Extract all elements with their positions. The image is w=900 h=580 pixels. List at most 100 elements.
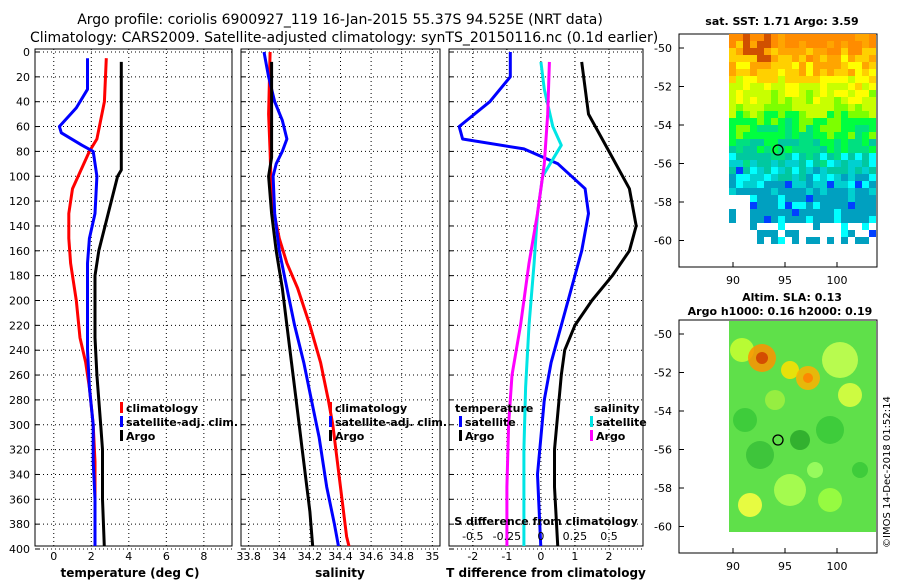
difference-x-tick-label: -1 [501,550,512,563]
sst-cell [813,34,820,41]
sst-cell [764,174,771,181]
sst-cell [736,188,743,195]
sst-cell [778,69,785,76]
sst-cell [855,188,862,195]
sst-cell [813,167,820,174]
sst-cell [764,132,771,139]
sst-cell [778,34,785,41]
sst-cell [841,62,848,69]
sst-cell [848,216,855,223]
depth-tick-labels: 0 20 40 60 80 100 120 140 160 180 200 220 240 260 280 3… [9,46,30,556]
sst-cell [757,62,764,69]
sst-cell [792,153,799,160]
sst-cell [792,48,799,55]
sst-cell [806,202,813,209]
sst-cell [792,97,799,104]
sst-cell [827,181,834,188]
sst-cell [750,97,757,104]
sst-cell [820,153,827,160]
sst-cell [855,97,862,104]
sst-cell [862,55,869,62]
sst-cell [750,76,757,83]
depth-tick-label: 360 [9,493,30,506]
sst-cell [785,216,792,223]
sst-cell [834,174,841,181]
sla-anomaly-blob [756,352,768,364]
sst-cell [771,48,778,55]
sst-cell [813,139,820,146]
sst-cell [827,209,834,216]
sst-cell [799,195,806,202]
sst-cell [729,216,736,223]
sst-cell [827,90,834,97]
sst-cell [806,209,813,216]
salinity-axis-label: salinity [315,566,365,580]
sst-cell [743,167,750,174]
sst-cell [743,174,750,181]
map-lat-tick-label: -60 [654,521,672,534]
sst-cell [820,174,827,181]
sst-cell [813,132,820,139]
sst-cell [778,83,785,90]
sst-cell [771,216,778,223]
sst-cell [862,76,869,83]
depth-tick-label: 380 [9,518,30,531]
sst-cell [771,139,778,146]
map-lon-tick-label: 95 [778,560,792,573]
sst-cell [834,160,841,167]
sst-cell [750,132,757,139]
sst-cell [862,90,869,97]
sst-cell [827,118,834,125]
sst-cell [848,90,855,97]
sst-cell [813,188,820,195]
sst-cell [855,202,862,209]
sst-cell [855,181,862,188]
sst-cell [848,34,855,41]
sst-cell [806,195,813,202]
sla-anomaly-blob [807,462,823,478]
sst-cell [869,97,876,104]
sst-cell [757,167,764,174]
sst-cell [778,41,785,48]
sst-cell [764,202,771,209]
sst-cell [848,76,855,83]
sst-cell [820,34,827,41]
sst-cell [834,48,841,55]
legend-label-satellite: satellite-adj. clim. [335,416,447,429]
sst-cell [771,97,778,104]
sst-cell [757,118,764,125]
depth-tick-label: 400 [9,543,30,556]
sst-cell [869,230,876,237]
sst-cell [848,146,855,153]
difference-line-t-satellite [457,52,590,546]
sst-cell [813,237,820,244]
sst-cell [869,104,876,111]
sst-cell [855,76,862,83]
sst-cell [750,69,757,76]
sst-cell [743,90,750,97]
sst-cell [778,202,785,209]
sst-cell [848,83,855,90]
depth-tick-label: 300 [9,419,30,432]
sst-cell [785,69,792,76]
sst-cell [806,62,813,69]
sst-cell [813,97,820,104]
sst-cell [778,132,785,139]
depth-tick-label: 340 [9,468,30,481]
sst-cell [750,139,757,146]
sst-cell [757,139,764,146]
sst-cell [757,160,764,167]
sst-cell [862,69,869,76]
sst-cell [785,209,792,216]
sst-cell [736,174,743,181]
sst-cell [820,160,827,167]
sst-cell [743,83,750,90]
sst-cell [736,118,743,125]
sst-cell [834,216,841,223]
sst-cell [757,111,764,118]
sst-cell [806,34,813,41]
sst-cell [750,62,757,69]
sst-cell [771,118,778,125]
sst-cell [813,181,820,188]
sst-cell [757,97,764,104]
